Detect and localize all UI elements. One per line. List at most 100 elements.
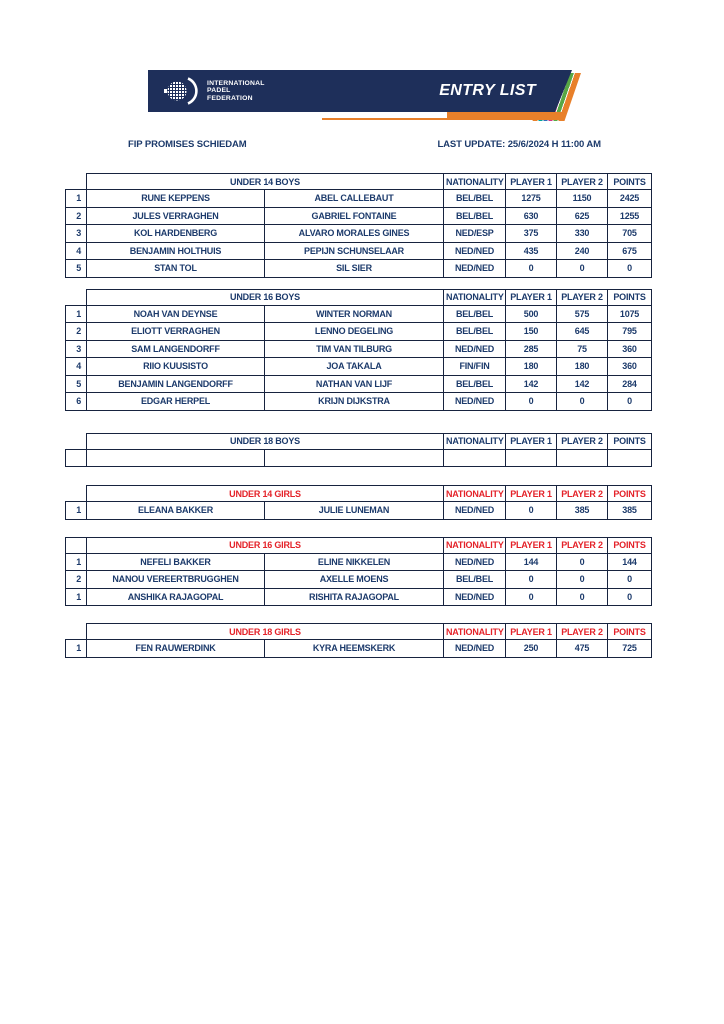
table-row: 4 RIIO KUUSISTO JOA TAKALA FIN/FIN 180 180 360 <box>65 357 653 376</box>
total-points <box>607 448 653 467</box>
row-number: 3 <box>65 339 87 358</box>
player2-points <box>556 448 609 467</box>
banner-underbar-decoration <box>447 112 564 120</box>
player2-name: KRIJN DIJKSTRA <box>263 392 445 411</box>
event-title: FIP PROMISES SCHIEDAM <box>128 139 247 150</box>
player2-points: 0 <box>556 259 609 278</box>
table-row <box>65 448 653 467</box>
table-row: 6 EDGAR HERPEL KRIJN DIJKSTRA NED/NED 0 0 0 <box>65 392 653 411</box>
player2-points: 240 <box>556 241 609 260</box>
total-points: 360 <box>607 357 653 376</box>
header-corner-cell <box>65 536 87 554</box>
row-number: 1 <box>65 304 87 323</box>
total-points: 0 <box>607 570 652 589</box>
table-header-row: UNDER 18 BOYS NATIONALITY PLAYER 1 PLAYER 2… <box>66 432 653 450</box>
total-points: 284 <box>607 374 653 393</box>
total-points: 2425 <box>607 189 653 208</box>
column-header: NATIONALITY <box>443 173 507 190</box>
column-header: PLAYER 1 <box>505 288 558 306</box>
player2-points: 475 <box>556 639 608 658</box>
player1-name: NEFELI BAKKER <box>86 552 265 571</box>
total-points: 1075 <box>607 304 653 323</box>
total-points: 360 <box>607 339 653 358</box>
entry-table-under-18-girls: UNDER 18 GIRLS NATIONALITY PLAYER 1 PLAYER … <box>65 623 652 658</box>
player1-name: KOL HARDENBERG <box>86 224 265 243</box>
org-name-line3: FEDERATION <box>207 94 253 102</box>
nationality-value: BEL/BEL <box>443 304 507 323</box>
entry-table-under-16-boys: UNDER 16 BOYS NATIONALITY PLAYER 1 PLAYER 2… <box>65 288 653 411</box>
player1-points: 500 <box>505 304 558 323</box>
org-name-line2: PADEL <box>207 87 231 95</box>
player1-points: 630 <box>505 206 558 225</box>
row-number: 1 <box>65 639 87 658</box>
column-header: PLAYER 2 <box>556 623 608 640</box>
total-points: 675 <box>607 241 653 260</box>
category-title: UNDER 14 BOYS <box>85 173 445 190</box>
player2-name: NATHAN VAN LIJF <box>263 374 445 393</box>
total-points: 0 <box>607 392 653 411</box>
header-corner-ghost <box>66 433 87 449</box>
player2-points: 0 <box>556 552 608 571</box>
player1-name: NOAH VAN DEYNSE <box>86 304 265 323</box>
nationality-value: BEL/BEL <box>443 374 507 393</box>
column-header: PLAYER 2 <box>556 173 609 190</box>
player1-points: 180 <box>505 357 558 376</box>
player2-points: 330 <box>556 224 609 243</box>
row-number <box>65 448 87 467</box>
player2-points: 0 <box>556 570 608 589</box>
player2-name: SIL SIER <box>263 259 445 278</box>
table-row: 1 ANSHIKA RAJAGOPAL RISHITA RAJAGOPAL NED/N… <box>65 587 652 606</box>
column-header: PLAYER 1 <box>505 623 557 640</box>
table-header-row: UNDER 14 BOYS NATIONALITY PLAYER 1 PLAYER 2… <box>66 173 653 190</box>
table-row: 1 RUNE KEPPENS ABEL CALLEBAUT BEL/BEL 1275 11… <box>65 189 653 208</box>
column-header: PLAYER 1 <box>505 432 558 450</box>
row-number: 1 <box>65 552 87 571</box>
player1-points: 144 <box>505 552 557 571</box>
table-header-row: UNDER 14 GIRLS NATIONALITY PLAYER 1 PLAYER … <box>66 485 652 502</box>
player1-points: 0 <box>505 392 558 411</box>
category-title: UNDER 16 GIRLS <box>86 536 444 554</box>
nationality-value: NED/NED <box>443 259 507 278</box>
player1-points: 285 <box>505 339 558 358</box>
player1-points: 0 <box>505 587 557 606</box>
row-number: 4 <box>65 241 87 260</box>
player2-points: 0 <box>556 392 609 411</box>
player1-points: 435 <box>505 241 558 260</box>
column-header: NATIONALITY <box>443 536 506 554</box>
document-title: ENTRY LIST <box>439 82 536 99</box>
player1-name: ELEANA BAKKER <box>86 501 265 520</box>
player2-points: 75 <box>556 339 609 358</box>
table-row: 3 SAM LANGENDORFF TIM VAN TILBURG NED/NED 28… <box>65 339 653 358</box>
row-number: 1 <box>65 587 87 606</box>
row-number: 2 <box>65 206 87 225</box>
column-header: POINTS <box>607 536 652 554</box>
category-title: UNDER 18 BOYS <box>85 432 445 450</box>
nationality-value: NED/NED <box>443 241 507 260</box>
entry-table-under-14-girls: UNDER 14 GIRLS NATIONALITY PLAYER 1 PLAYER … <box>65 485 652 520</box>
table-row: 1 NEFELI BAKKER ELINE NIKKELEN NED/NED 144 0 1… <box>65 552 652 571</box>
entry-table-under-14-boys: UNDER 14 BOYS NATIONALITY PLAYER 1 PLAYER 2… <box>65 173 653 278</box>
player2-points: 0 <box>556 587 608 606</box>
table-header-row: UNDER 16 GIRLS NATIONALITY PLAYER 1 PLAYER … <box>65 536 652 554</box>
player1-name: SAM LANGENDORFF <box>86 339 265 358</box>
nationality-value: BEL/BEL <box>443 570 506 589</box>
entry-tables-container: UNDER 14 BOYS NATIONALITY PLAYER 1 PLAYER 2… <box>65 173 653 658</box>
nationality-value: NED/NED <box>443 587 506 606</box>
banner-underline-decoration <box>322 118 447 120</box>
nationality-value: NED/NED <box>443 501 506 520</box>
table-row: 1 NOAH VAN DEYNSE WINTER NORMAN BEL/BEL 500 5… <box>65 304 653 323</box>
header-corner-ghost <box>66 624 87 640</box>
table-row: 3 KOL HARDENBERG ALVARO MORALES GINES NED/E… <box>65 224 653 243</box>
org-name: INTERNATIONAL PADEL FEDERATION <box>207 80 265 102</box>
ipf-logo-icon <box>164 76 200 106</box>
column-header: POINTS <box>607 432 653 450</box>
header-banner: INTERNATIONAL PADEL FEDERATION ENTRY LIS… <box>148 70 572 112</box>
player1-name: STAN TOL <box>86 259 265 278</box>
nationality-value: BEL/BEL <box>443 189 507 208</box>
row-number: 5 <box>65 374 87 393</box>
row-number: 2 <box>65 322 87 341</box>
player1-name: JULES VERRAGHEN <box>86 206 265 225</box>
player2-name: PEPIJN SCHUNSELAAR <box>263 241 445 260</box>
player1-name: EDGAR HERPEL <box>86 392 265 411</box>
table-row: 2 ELIOTT VERRAGHEN LENNO DEGELING BEL/BEL 15… <box>65 322 653 341</box>
